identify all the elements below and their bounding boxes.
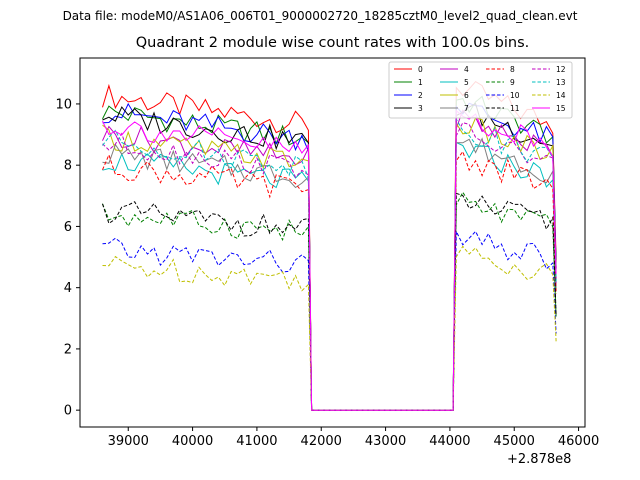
legend-label-13: 13 xyxy=(556,78,566,87)
legend-label-11: 11 xyxy=(510,104,520,113)
series-line-15 xyxy=(102,109,557,411)
legend-label-9: 9 xyxy=(510,78,515,87)
x-tick-label-46000: 46000 xyxy=(558,434,599,449)
series-line-13 xyxy=(102,117,557,411)
legend-label-12: 12 xyxy=(556,65,566,74)
series-line-5 xyxy=(102,141,557,411)
series-line-8 xyxy=(102,150,557,411)
y-tick-label-10: 10 xyxy=(55,97,72,112)
series-line-1 xyxy=(102,95,557,411)
figure-suptitle: Data file: modeM0/AS1A06_006T01_90000027… xyxy=(62,9,578,23)
series-line-2 xyxy=(102,102,557,411)
series-line-14 xyxy=(102,245,557,411)
plot-frame xyxy=(79,57,586,428)
legend-label-15: 15 xyxy=(556,104,566,113)
legend-label-4: 4 xyxy=(464,65,469,74)
legend-label-3: 3 xyxy=(418,104,423,113)
axes: 39000 40000 41000 42000 43000 44000 45000 46000… xyxy=(55,57,599,449)
x-tick-label-45000: 45000 xyxy=(494,434,535,449)
x-tick-label-43000: 43000 xyxy=(365,434,406,449)
x-tick-label-41000: 41000 xyxy=(236,434,277,449)
x-tick-label-42000: 42000 xyxy=(301,434,342,449)
y-tick-label-8: 8 xyxy=(64,159,72,174)
legend-label-6: 6 xyxy=(464,91,469,100)
y-tick-label-4: 4 xyxy=(64,281,72,296)
legend-label-7: 7 xyxy=(464,104,469,113)
x-tick-label-44000: 44000 xyxy=(429,434,470,449)
legend-label-10: 10 xyxy=(510,91,520,100)
series-line-3 xyxy=(102,102,557,411)
series-line-11 xyxy=(102,192,557,411)
legend-box xyxy=(388,61,573,119)
x-axis-offset-label: +2.878e8 xyxy=(507,452,572,467)
legend-label-5: 5 xyxy=(464,78,469,87)
legend-label-2: 2 xyxy=(418,91,423,100)
legend-label-14: 14 xyxy=(556,91,566,100)
y-tick-label-0: 0 xyxy=(64,404,72,419)
legend-label-1: 1 xyxy=(418,78,423,87)
series-line-10 xyxy=(102,230,557,411)
series-line-4 xyxy=(102,109,557,411)
series-line-0 xyxy=(102,80,557,411)
chart-title: Quadrant 2 module wise count rates with … xyxy=(135,35,530,51)
x-tick-label-40000: 40000 xyxy=(172,434,213,449)
y-tick-label-6: 6 xyxy=(64,220,72,235)
x-tick-label-39000: 39000 xyxy=(108,434,149,449)
legend-label-0: 0 xyxy=(418,65,423,74)
plot-lines xyxy=(102,80,557,411)
y-tick-label-2: 2 xyxy=(64,342,72,357)
series-line-9 xyxy=(102,191,557,411)
legend-label-8: 8 xyxy=(510,65,515,74)
series-line-7 xyxy=(102,137,557,411)
series-line-12 xyxy=(102,122,557,411)
